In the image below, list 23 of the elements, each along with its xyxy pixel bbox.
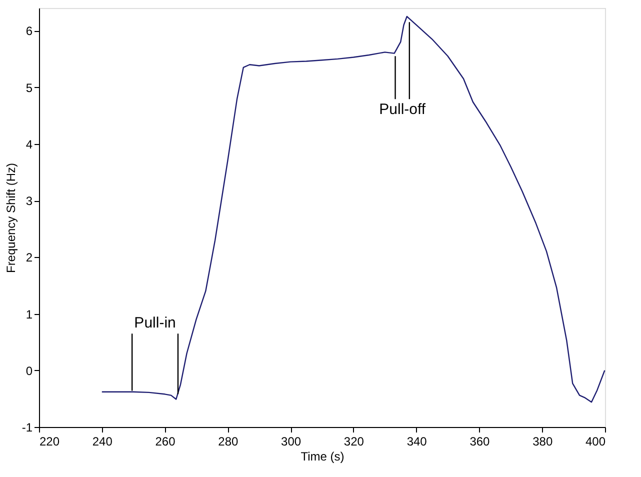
y-tick-label: 6 — [26, 24, 33, 38]
y-tick-label: 5 — [26, 80, 33, 95]
y-tick-label: 1 — [26, 307, 33, 322]
line-series — [101, 16, 606, 403]
y-tick-label: 0 — [26, 364, 33, 378]
x-axis-title: Time (s) — [300, 450, 344, 464]
annotation: Pull-off — [379, 101, 426, 118]
x-tick-label: 360 — [470, 434, 490, 448]
x-tick-label: 260 — [155, 434, 176, 448]
x-tick-label: 280 — [218, 434, 238, 448]
x-tick-label: 340 — [406, 434, 428, 448]
x-tick-label: 220 — [40, 434, 60, 448]
y-axis-title: Frequency Shift (Hz) — [4, 162, 18, 274]
annotation: Pull-in — [134, 314, 176, 332]
y-tick-label: 3 — [26, 194, 33, 208]
x-tick-label: 380 — [532, 434, 553, 448]
y-tick-label: 4 — [26, 137, 33, 152]
x-tick-label: 320 — [344, 434, 364, 448]
x-tick-label: 400 — [585, 434, 606, 448]
x-tick-label: 300 — [281, 434, 302, 448]
y-tick-label: 2 — [26, 250, 33, 265]
y-tick-label: -1 — [22, 420, 33, 434]
x-tick-label: 240 — [92, 434, 113, 448]
